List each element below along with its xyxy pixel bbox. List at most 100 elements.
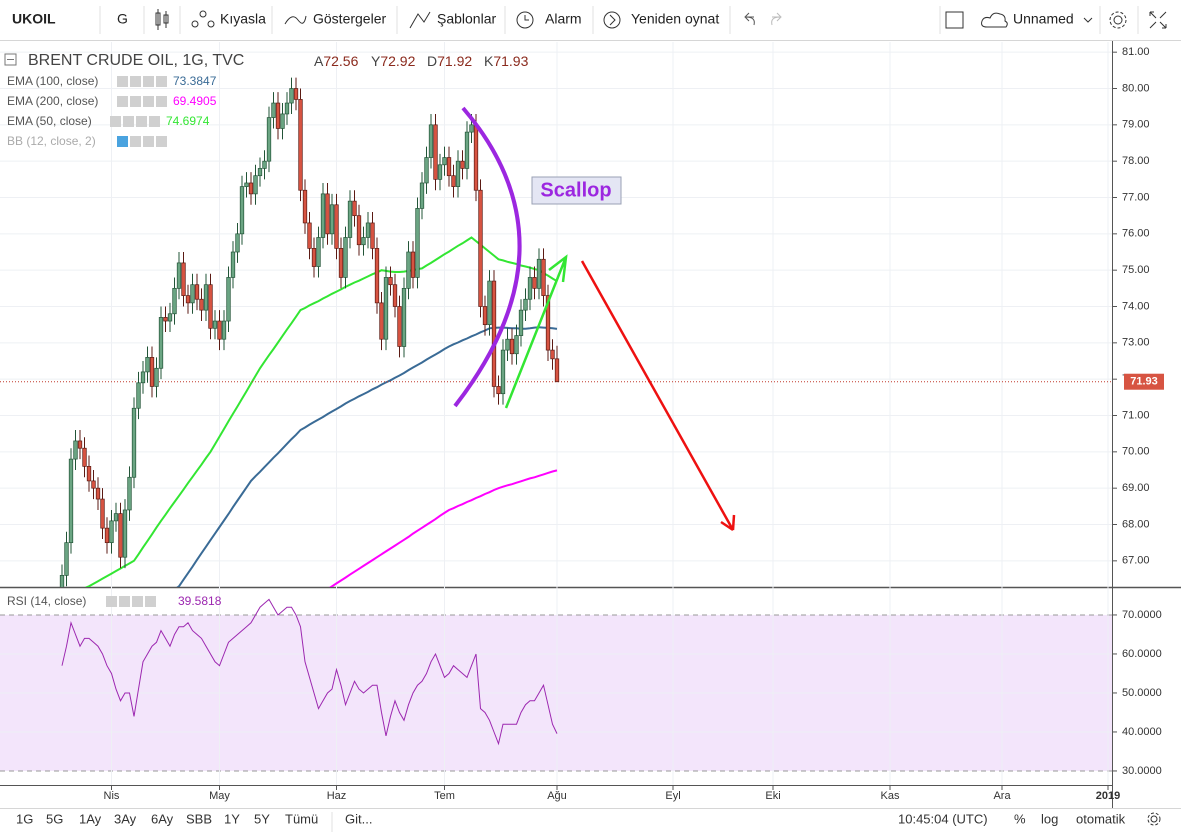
candle-body <box>482 306 488 326</box>
legend-button[interactable] <box>136 116 147 127</box>
range-button[interactable]: 3Ay <box>114 811 137 826</box>
candle-body <box>329 204 335 235</box>
legend-button[interactable] <box>123 116 134 127</box>
ohlc-value: 71.93 <box>493 53 528 69</box>
candle-body <box>280 113 285 129</box>
y-tick-label: 74.00 <box>1122 300 1150 312</box>
legend-button[interactable] <box>156 96 167 107</box>
goto-button[interactable]: Git... <box>345 811 372 826</box>
range-button[interactable]: 1G <box>16 811 33 826</box>
candle-body <box>302 189 308 224</box>
scale-button[interactable]: log <box>1041 811 1058 826</box>
fullscreen-icon[interactable] <box>1149 11 1167 29</box>
y-tick-label: 81.00 <box>1122 46 1150 58</box>
bottom-settings-icon[interactable] <box>1147 812 1161 826</box>
candle-body <box>532 277 537 289</box>
range-button[interactable]: 6Ay <box>151 811 174 826</box>
legend-button[interactable] <box>143 96 154 107</box>
ohlc-value: 72.56 <box>323 53 358 69</box>
legend-button[interactable] <box>143 76 154 87</box>
template-icon[interactable] <box>409 11 431 29</box>
scale-button[interactable]: % <box>1014 811 1026 826</box>
range-button[interactable]: SBB <box>186 811 212 826</box>
candle-body <box>379 302 384 340</box>
legend-button[interactable] <box>156 76 167 87</box>
candle-body <box>325 193 330 235</box>
layout-name[interactable]: Unnamed <box>1013 11 1074 27</box>
legend-button[interactable] <box>130 76 141 87</box>
legend-button[interactable] <box>156 136 167 147</box>
legend-button[interactable] <box>130 96 141 107</box>
redo-icon[interactable] <box>771 12 782 26</box>
dropdown-icon[interactable] <box>1083 17 1093 23</box>
candle-body <box>100 498 105 529</box>
compare-icon[interactable] <box>191 10 215 28</box>
interval[interactable]: G <box>117 11 128 27</box>
layout-icon[interactable] <box>945 11 964 29</box>
candle-body <box>334 204 339 249</box>
x-tick-label: Haz <box>327 790 347 802</box>
indicator-icon[interactable] <box>284 15 307 25</box>
candle-body <box>550 349 555 360</box>
candle-body <box>91 480 96 489</box>
last-price-box <box>1124 373 1164 390</box>
range-button[interactable]: 1Ay <box>79 811 102 826</box>
legend-button[interactable] <box>110 116 121 127</box>
undo-icon[interactable] <box>744 12 755 26</box>
range-button[interactable]: 5G <box>46 811 63 826</box>
legend-name: EMA (200, close) <box>7 94 98 108</box>
legend-button[interactable] <box>117 136 128 147</box>
candle-body <box>230 251 236 278</box>
symbol[interactable]: UKOIL <box>12 11 56 27</box>
range-button[interactable]: 1Y <box>224 811 240 826</box>
legend-name: EMA (50, close) <box>7 114 92 128</box>
y-tick-label: 69.00 <box>1122 482 1150 494</box>
legend-button[interactable] <box>117 76 128 87</box>
range-button[interactable]: 5Y <box>254 811 270 826</box>
alarm-icon[interactable] <box>516 11 534 29</box>
candle-body <box>190 284 195 304</box>
legend-button[interactable] <box>143 136 154 147</box>
legend-button[interactable] <box>132 596 143 607</box>
candle-body <box>307 222 312 249</box>
projection-arrow <box>580 260 736 532</box>
range-button[interactable]: Tümü <box>285 811 318 826</box>
toolbar-button[interactable]: Kıyasla <box>220 11 266 27</box>
y-tick-label: 68.00 <box>1122 518 1150 530</box>
candle-body <box>208 284 213 329</box>
legend-button[interactable] <box>130 136 141 147</box>
toolbar-button[interactable]: Şablonlar <box>437 11 496 27</box>
candle-body <box>415 208 420 278</box>
cloud-icon[interactable] <box>981 12 1008 28</box>
ema-line <box>84 236 558 587</box>
toolbar-button[interactable]: Yeniden oynat <box>631 11 719 27</box>
candle-body <box>257 168 263 177</box>
x-tick-label: Tem <box>434 790 455 802</box>
price-pane <box>0 41 1112 587</box>
legend-button[interactable] <box>145 596 156 607</box>
ohlc-key: D <box>427 53 437 69</box>
candle-icon[interactable] <box>155 9 169 30</box>
candle-body <box>518 309 524 336</box>
candle-body <box>95 487 101 500</box>
scale-button[interactable]: otomatik <box>1076 811 1126 826</box>
toolbar <box>0 0 1181 40</box>
settings-icon[interactable] <box>1109 11 1127 29</box>
toolbar-button[interactable]: Alarm <box>545 11 582 27</box>
legend-button[interactable] <box>149 116 160 127</box>
drawings: Scallop <box>453 106 736 532</box>
legend-button[interactable] <box>106 596 117 607</box>
range-buttons: 1G 5G 1Ay 3Ay 6Ay SBB 1Y 5Y Tümü Git... 10:45:04 (… <box>16 811 1126 832</box>
candle-body <box>491 280 497 387</box>
legend-value: 69.4905 <box>173 94 217 108</box>
candle-body <box>460 160 465 169</box>
candle-body <box>73 440 78 460</box>
toolbar-button[interactable]: Göstergeler <box>313 11 386 27</box>
collapse-icon[interactable] <box>4 53 17 66</box>
legend-button[interactable] <box>119 596 130 607</box>
candle-body <box>68 458 74 544</box>
legend-value: 73.3847 <box>173 74 217 88</box>
legend-button[interactable] <box>117 96 128 107</box>
candle-body <box>122 509 128 558</box>
replay-icon[interactable] <box>603 11 621 29</box>
